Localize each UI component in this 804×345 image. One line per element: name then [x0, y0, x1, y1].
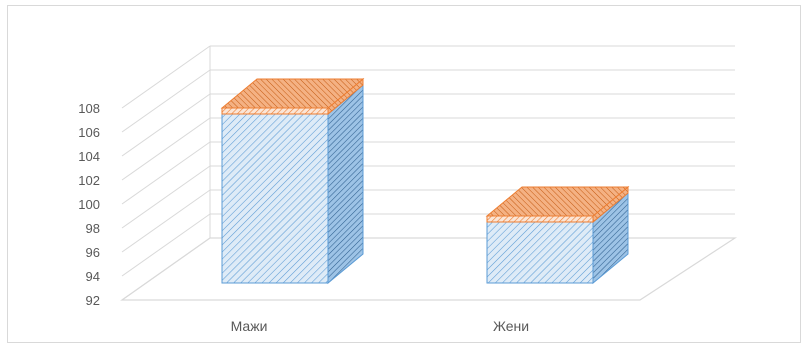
bar-top: [220, 78, 365, 109]
y-tick-label: 98: [86, 221, 100, 236]
y-tick-label: 106: [78, 125, 100, 140]
gridline-side: [121, 93, 211, 157]
gridline-side: [121, 117, 211, 181]
chart-frame: [7, 5, 801, 343]
gridline-side: [121, 237, 211, 301]
y-axis-ticks: 92 94 96 98 100 102 104 106 108: [78, 101, 100, 308]
y-tick-label: 92: [86, 293, 100, 308]
bar-side: [327, 83, 364, 285]
bar-top-band: [486, 215, 594, 223]
y-tick-label: 108: [78, 101, 100, 116]
bar-top: [485, 186, 630, 217]
gridline-side: [121, 45, 211, 109]
bar-front: [221, 113, 329, 284]
y-tick-label: 100: [78, 197, 100, 212]
chart-bars: [220, 77, 630, 285]
chart-floor: [120, 237, 738, 301]
x-category-label: Мажи: [231, 318, 268, 334]
chart-walls: [120, 45, 738, 301]
gridline-side: [121, 213, 211, 277]
x-category-label: Жени: [493, 318, 529, 334]
y-tick-label: 96: [86, 245, 100, 260]
y-tick-label: 94: [86, 269, 100, 284]
gridline-side: [121, 189, 211, 253]
bar-1: [220, 77, 365, 285]
bar-2: [485, 185, 630, 285]
x-axis-categories: Мажи Жени: [231, 318, 529, 334]
gridline-side: [121, 141, 211, 205]
bar-front: [486, 221, 594, 284]
bar-top-band: [221, 107, 329, 115]
y-tick-label: 102: [78, 173, 100, 188]
y-tick-label: 104: [78, 149, 100, 164]
gridline-side: [121, 69, 211, 133]
gridline-side: [121, 165, 211, 229]
